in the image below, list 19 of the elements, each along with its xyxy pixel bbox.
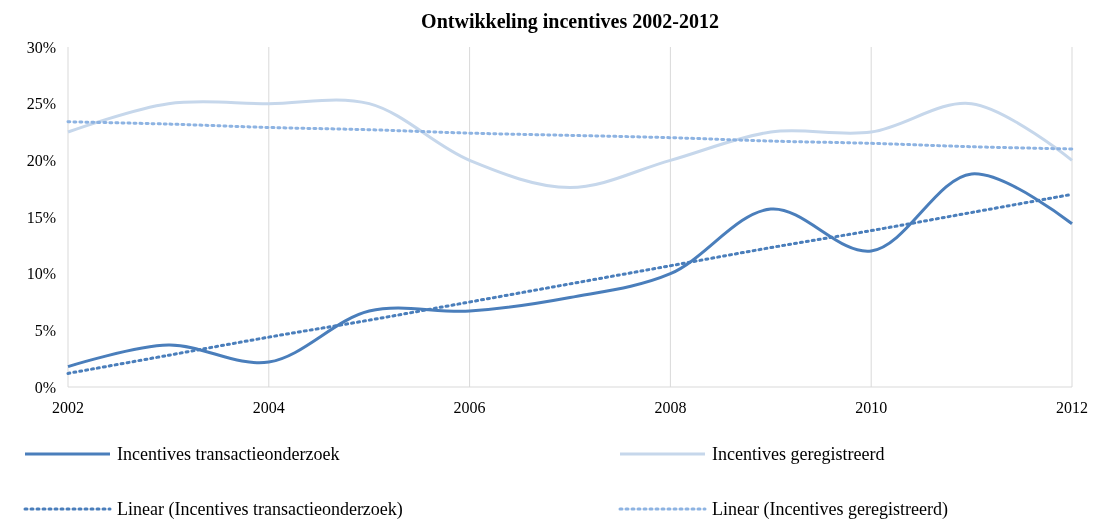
legend-label: Linear (Incentives geregistreerd) (712, 499, 948, 521)
y-tick-label: 0% (34, 378, 56, 396)
y-tick-label: 5% (34, 321, 56, 339)
y-tick-label: 10% (26, 265, 56, 283)
x-tick-label: 2010 (855, 399, 888, 416)
y-tick-label: 15% (26, 208, 56, 226)
x-tick-label: 2002 (52, 399, 84, 416)
y-tick-label: 20% (26, 151, 56, 169)
x-tick-label: 2004 (252, 399, 285, 416)
legend-label: Incentives geregistreerd (712, 444, 885, 465)
legend-label: Incentives transactieonderzoek (117, 444, 340, 465)
x-tick-label: 2012 (1056, 399, 1088, 416)
legend-label: Linear (Incentives transactieonderzoek) (117, 499, 403, 521)
y-tick-label: 30% (26, 38, 56, 56)
y-tick-label: 25% (26, 95, 56, 113)
x-tick-label: 2008 (654, 399, 687, 416)
chart-title: Ontwikkeling incentives 2002-2012 (421, 10, 719, 33)
x-tick-label: 2006 (453, 399, 486, 416)
line-series (66, 120, 1074, 151)
